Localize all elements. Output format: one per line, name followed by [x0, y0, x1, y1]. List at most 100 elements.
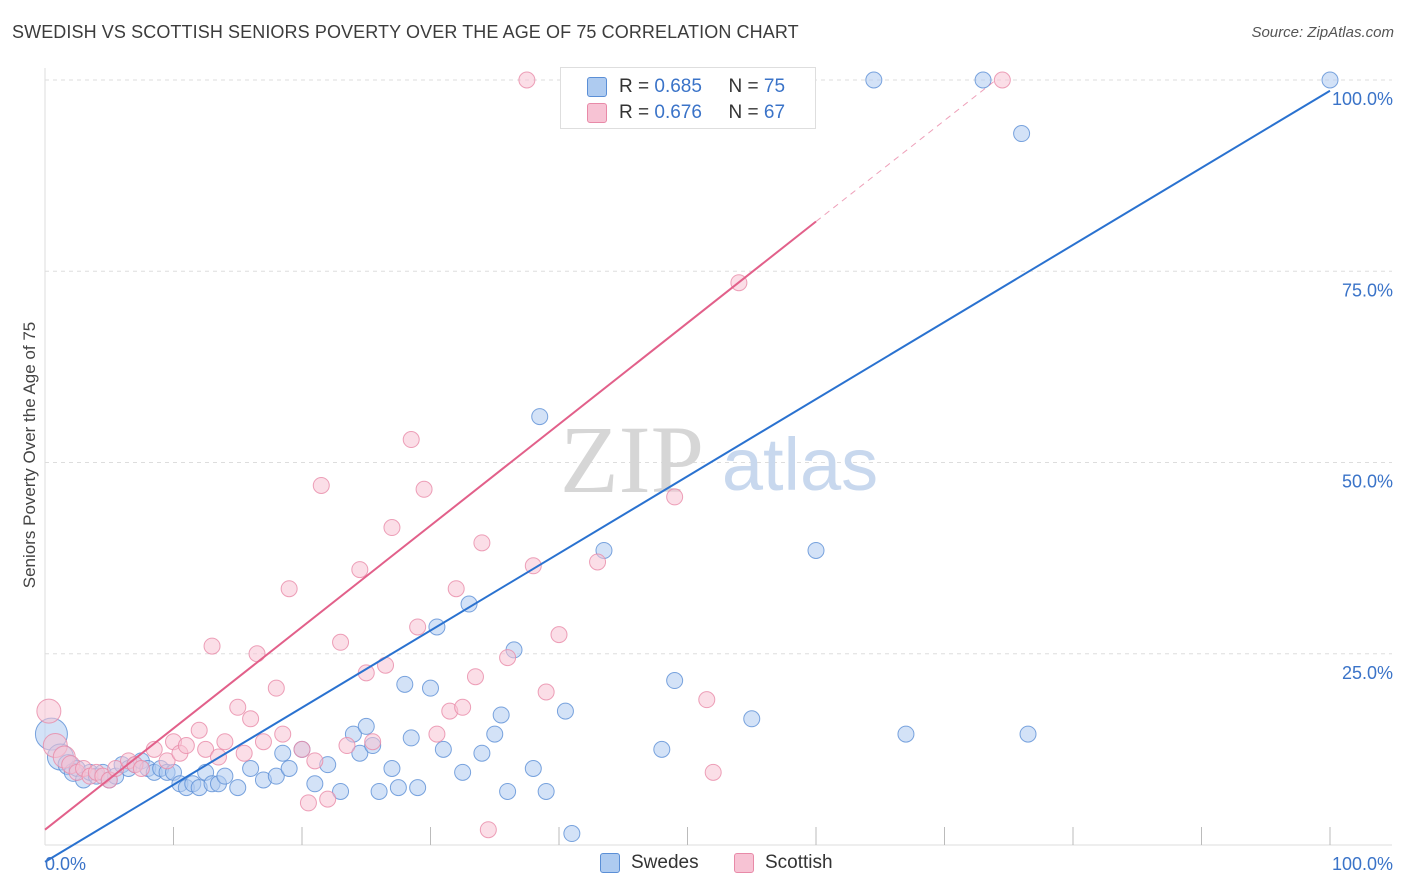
- point-scottish: [338, 737, 356, 755]
- point-swedes: [1013, 125, 1031, 143]
- legend-r-label: R =: [619, 76, 650, 97]
- point-scottish: [332, 633, 350, 651]
- point-scottish: [274, 725, 292, 743]
- point-scottish: [383, 519, 401, 537]
- legend-n-label: N =: [728, 102, 759, 123]
- point-swedes: [666, 672, 684, 690]
- point-swedes: [357, 717, 375, 735]
- point-scottish: [466, 668, 484, 686]
- point-scottish: [299, 794, 317, 812]
- y-tick-label: 100.0%: [1332, 89, 1393, 109]
- point-swedes: [396, 675, 414, 693]
- trendline-scottish: [44, 220, 817, 831]
- grid-layer: [45, 79, 1392, 655]
- axes-layer: [44, 68, 1392, 846]
- stats-legend: R = 0.685 N = 75 R = 0.676 N = 67: [560, 67, 816, 129]
- point-scottish: [698, 691, 716, 709]
- point-swedes: [434, 740, 452, 758]
- point-scottish: [377, 656, 395, 674]
- point-scottish: [428, 725, 446, 743]
- point-swedes: [563, 825, 581, 843]
- tick-labels-layer: 25.0% 50.0% 75.0% 100.0% 0.0% 100.0%: [45, 89, 1393, 874]
- point-swedes: [743, 710, 761, 728]
- point-swedes: [267, 767, 285, 785]
- series-legend: Swedes Scottish: [0, 852, 1406, 876]
- point-scottish: [36, 698, 62, 724]
- point-swedes: [499, 782, 517, 800]
- legend-row-scottish: R = 0.676 N = 67: [619, 102, 785, 124]
- point-swedes: [402, 729, 420, 747]
- point-swedes: [531, 408, 549, 426]
- point-swedes: [306, 775, 324, 793]
- y-tick-label: 75.0%: [1342, 280, 1393, 300]
- point-swedes: [351, 744, 369, 762]
- point-swedes: [1321, 71, 1339, 89]
- trend-layer: [44, 79, 1331, 863]
- legend-r-label: R =: [619, 102, 650, 123]
- source-label: Source: ZipAtlas.com: [1251, 24, 1394, 41]
- legend-item-swedes[interactable]: Swedes: [600, 852, 699, 874]
- point-scottish: [158, 752, 176, 770]
- legend-label-scottish: Scottish: [765, 852, 833, 873]
- point-swedes: [486, 725, 504, 743]
- point-swedes: [897, 725, 915, 743]
- point-scottish: [216, 733, 234, 751]
- point-scottish: [704, 763, 722, 781]
- point-scottish: [351, 561, 369, 579]
- point-swedes: [653, 740, 671, 758]
- point-swedes: [370, 782, 388, 800]
- point-scottish: [409, 618, 427, 636]
- y-axis-label: Seniors Poverty Over the Age of 75: [20, 321, 39, 589]
- legend-n-label: N =: [728, 76, 759, 97]
- point-scottish: [518, 71, 536, 89]
- point-scottish: [537, 683, 555, 701]
- legend-swatch-scottish: [587, 103, 607, 123]
- point-scottish: [190, 721, 208, 739]
- point-swedes: [274, 744, 292, 762]
- legend-r-value-scottish: 0.676: [654, 102, 702, 123]
- point-scottish: [312, 476, 330, 494]
- point-scottish: [524, 557, 542, 575]
- point-scottish: [229, 698, 247, 716]
- point-swedes: [556, 702, 574, 720]
- point-scottish: [306, 752, 324, 770]
- y-tick-label: 50.0%: [1342, 472, 1393, 492]
- watermark-atlas: atlas: [722, 423, 878, 506]
- point-scottish: [499, 649, 517, 667]
- legend-item-scottish[interactable]: Scottish: [734, 852, 833, 874]
- legend-swatch-scottish: [734, 853, 754, 873]
- point-scottish: [415, 480, 433, 498]
- legend-row-swedes: R = 0.685 N = 75: [619, 76, 785, 98]
- point-swedes: [332, 782, 350, 800]
- point-scottish: [254, 733, 272, 751]
- point-scottish: [666, 488, 684, 506]
- point-swedes: [524, 760, 542, 777]
- point-swedes: [807, 541, 825, 559]
- point-swedes: [242, 760, 260, 777]
- point-scottish: [993, 71, 1011, 89]
- point-swedes: [460, 595, 478, 613]
- x-tick-label: 100.0%: [1332, 854, 1393, 874]
- point-swedes: [383, 760, 401, 777]
- point-swedes: [865, 71, 883, 89]
- legend-swatch-swedes: [587, 77, 607, 97]
- point-scottish: [364, 733, 382, 751]
- chart-title: SWEDISH VS SCOTTISH SENIORS POVERTY OVER…: [12, 22, 799, 42]
- point-swedes: [974, 71, 992, 89]
- point-scottish: [454, 698, 472, 716]
- point-scottish: [177, 737, 195, 755]
- legend-n-value-swedes: 75: [763, 76, 786, 97]
- points-layer: [34, 71, 1339, 843]
- trendline-swedes: [44, 89, 1331, 863]
- point-scottish: [248, 645, 266, 663]
- point-scottish: [235, 744, 253, 762]
- point-swedes: [492, 706, 510, 724]
- point-swedes: [389, 779, 407, 797]
- point-swedes: [216, 767, 234, 785]
- point-scottish: [402, 431, 420, 449]
- point-scottish: [267, 679, 285, 697]
- point-scottish: [132, 760, 150, 777]
- point-scottish: [479, 821, 497, 839]
- point-scottish: [589, 553, 607, 571]
